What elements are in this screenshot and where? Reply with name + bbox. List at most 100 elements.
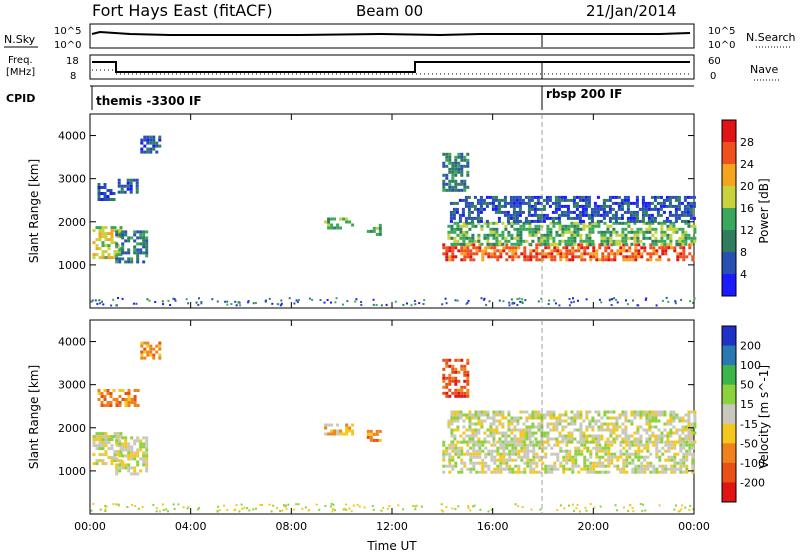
power-echo-cell [676, 252, 680, 256]
velocity-echo-cell [98, 438, 102, 442]
velocity-echo-cell [481, 461, 485, 465]
velocity-echo-cell [535, 443, 539, 447]
velocity-echo-cell [688, 443, 692, 447]
velocity-echo-cell [112, 389, 116, 392]
power-echo-cell [602, 216, 606, 220]
velocity-echo-cell [103, 389, 107, 392]
velocity-echo-cell [607, 470, 611, 474]
velocity-echo-cell [508, 467, 512, 471]
velocity-echo-cell [603, 422, 607, 426]
velocity-echo-cell [568, 467, 572, 471]
power-echo-cell [554, 216, 558, 220]
power-speckle-cell [187, 302, 190, 305]
power-echo-cell [119, 226, 123, 230]
velocity-echo-cell [561, 440, 565, 444]
velocity-echo-cell [643, 446, 647, 450]
velocity-echo-cell [474, 431, 478, 435]
power-echo-cell [635, 219, 639, 223]
velocity-echo-cell [136, 454, 140, 458]
power-echo-cell [693, 230, 697, 234]
power-echo-cell [497, 204, 501, 208]
power-echo-cell [474, 224, 478, 228]
velocity-echo-cell [101, 432, 105, 436]
velocity-colorbar-tick: 100 [740, 359, 761, 372]
velocity-echo-cell [127, 454, 131, 458]
power-echo-cell [471, 221, 475, 225]
velocity-echo-cell [622, 458, 626, 462]
power-echo-cell [568, 249, 572, 253]
velocity-echo-cell [477, 410, 481, 414]
power-echo-cell [110, 235, 114, 239]
velocity-echo-cell [478, 449, 482, 453]
velocity-echo-cell [505, 464, 509, 468]
velocity-echo-cell [594, 410, 598, 414]
power-echo-cell [637, 249, 641, 253]
velocity-echo-cell [149, 350, 153, 354]
power-echo-cell [523, 255, 527, 259]
power-echo-cell [442, 179, 446, 183]
power-echo-cell [543, 233, 547, 237]
power-echo-cell [512, 201, 516, 205]
power-echo-cell [97, 189, 101, 192]
velocity-echo-cell [517, 470, 521, 474]
velocity-echo-cell [532, 467, 536, 471]
velocity-echo-cell [152, 347, 156, 351]
velocity-speckle-cell [304, 506, 307, 509]
velocity-speckle-cell [517, 505, 520, 508]
velocity-echo-cell [664, 464, 668, 468]
power-speckle-cell [616, 301, 619, 304]
power-echo-cell [588, 239, 592, 243]
power-echo-cell [629, 210, 633, 214]
power-echo-cell [109, 198, 113, 201]
velocity-echo-cell [142, 445, 146, 449]
nave-tick-top: 60 [708, 56, 721, 67]
velocity-echo-cell [577, 464, 581, 468]
power-echo-cell [133, 230, 137, 234]
power-echo-cell [466, 173, 470, 177]
velocity-echo-cell [454, 443, 458, 447]
power-echo-cell [565, 255, 569, 259]
velocity-speckle-cell [217, 505, 219, 508]
velocity-echo-cell [669, 428, 673, 432]
power-echo-cell [585, 236, 589, 240]
power-speckle-cell [553, 299, 556, 302]
power-echo-cell [462, 230, 466, 234]
power-echo-cell [692, 201, 696, 205]
velocity-echo-cell [351, 423, 355, 427]
velocity-echo-cell [624, 410, 628, 414]
velocity-echo-cell [472, 461, 476, 465]
velocity-echo-cell [450, 410, 454, 414]
velocity-echo-cell [574, 455, 578, 459]
power-echo-cell [464, 195, 468, 199]
velocity-echo-cell [475, 443, 479, 447]
power-echo-cell [636, 233, 640, 237]
velocity-echo-cell [511, 458, 515, 462]
power-echo-cell [692, 195, 696, 199]
velocity-echo-cell [544, 467, 548, 471]
power-echo-cell [113, 229, 117, 233]
velocity-echo-cell [622, 464, 626, 468]
power-speckle-cell [454, 299, 457, 302]
velocity-echo-cell [378, 429, 382, 433]
power-echo-cell [491, 204, 495, 208]
velocity-echo-cell [465, 440, 469, 444]
velocity-echo-cell [589, 452, 593, 456]
power-echo-cell [462, 242, 466, 246]
velocity-echo-cell [481, 458, 485, 462]
velocity-echo-cell [139, 448, 143, 452]
velocity-echo-cell [672, 416, 676, 420]
velocity-echo-cell [528, 428, 532, 432]
power-echo-cell [544, 246, 548, 250]
power-echo-cell [654, 230, 658, 234]
velocity-echo-cell [589, 449, 593, 453]
velocity-echo-cell [583, 455, 587, 459]
power-echo-cell [463, 185, 467, 189]
power-echo-cell [576, 230, 580, 234]
power-echo-cell [560, 213, 564, 217]
power-echo-cell [522, 221, 526, 225]
beam-title: Beam 00 [356, 2, 423, 20]
power-echo-cell [451, 167, 455, 171]
velocity-echo-cell [655, 467, 659, 471]
velocity-speckle-cell [593, 506, 596, 509]
